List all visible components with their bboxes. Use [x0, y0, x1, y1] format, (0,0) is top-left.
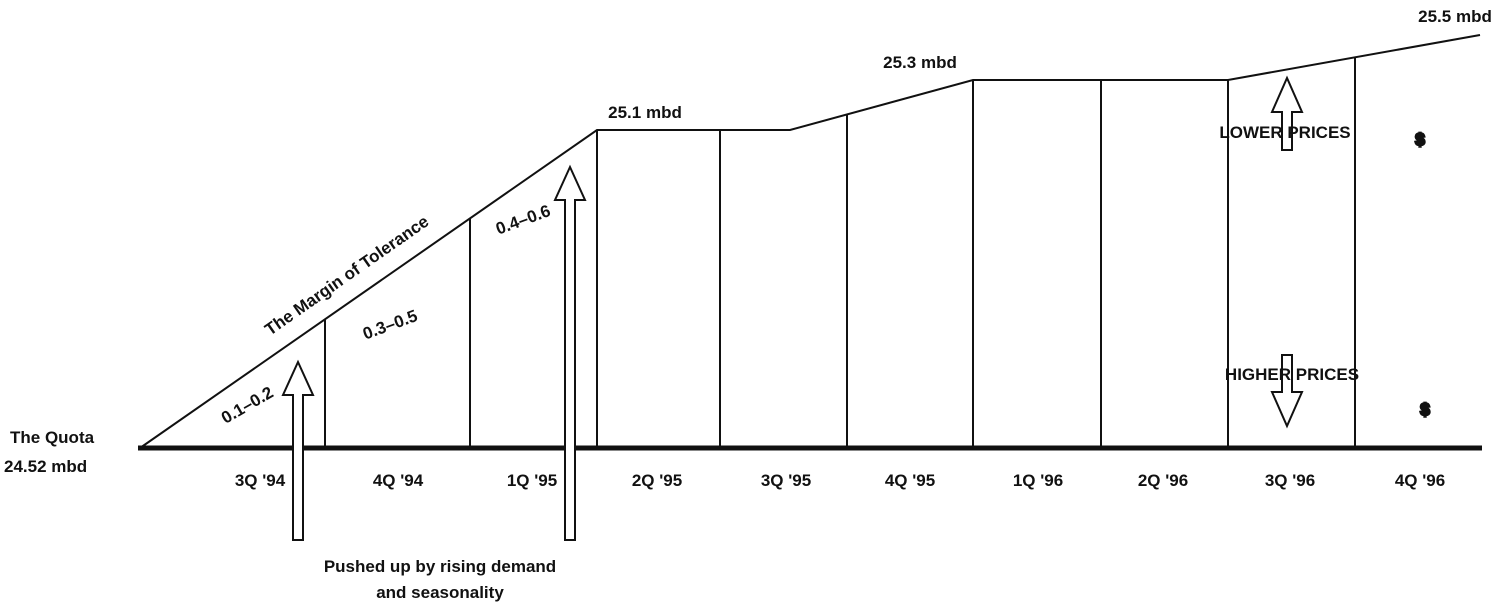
up-arrow: [1270, 75, 1304, 151]
down-arrow: [1270, 354, 1304, 429]
quarter-label: 3Q '95: [761, 471, 811, 490]
quarter-label: 1Q '95: [507, 471, 557, 490]
up-arrow: [553, 164, 587, 541]
level-label: 25.3 mbd: [883, 53, 957, 72]
level-label: 25.5 mbd: [1418, 7, 1492, 26]
quarter-dividers: [324, 57, 1356, 448]
quota-label: The Quota: [10, 428, 95, 447]
quarter-label: 2Q '96: [1138, 471, 1188, 490]
range-label: 0.1–0.2: [218, 383, 277, 428]
quarter-labels: 3Q '94 4Q '94 1Q '95 2Q '95 3Q '95 4Q '95 1Q '…: [235, 471, 1445, 490]
quarter-label: 4Q '94: [373, 471, 424, 490]
higher-prices: HIGHER PRICES: [1225, 365, 1359, 384]
dollar-small: $: [1415, 130, 1425, 149]
quarter-label: 4Q '95: [885, 471, 935, 490]
note: and seasonality: [376, 583, 504, 602]
dollar-large: $: [1420, 400, 1430, 419]
tolerance-line: [139, 34, 1481, 449]
quarter-label: 1Q '96: [1013, 471, 1063, 490]
quota-value: 24.52 mbd: [4, 457, 87, 476]
note: Pushed up by rising demand: [324, 557, 556, 576]
quarter-label: 3Q '96: [1265, 471, 1315, 490]
range-label: 0.3–0.5: [360, 306, 420, 343]
quarter-label: 2Q '95: [632, 471, 682, 490]
range-label: 0.4–0.6: [493, 201, 553, 238]
quarter-label: 4Q '96: [1395, 471, 1445, 490]
level-label: 25.1 mbd: [608, 103, 682, 122]
quarter-label: 3Q '94: [235, 471, 286, 490]
lower-prices: LOWER PRICES: [1219, 123, 1350, 142]
up-arrow: [281, 359, 315, 541]
